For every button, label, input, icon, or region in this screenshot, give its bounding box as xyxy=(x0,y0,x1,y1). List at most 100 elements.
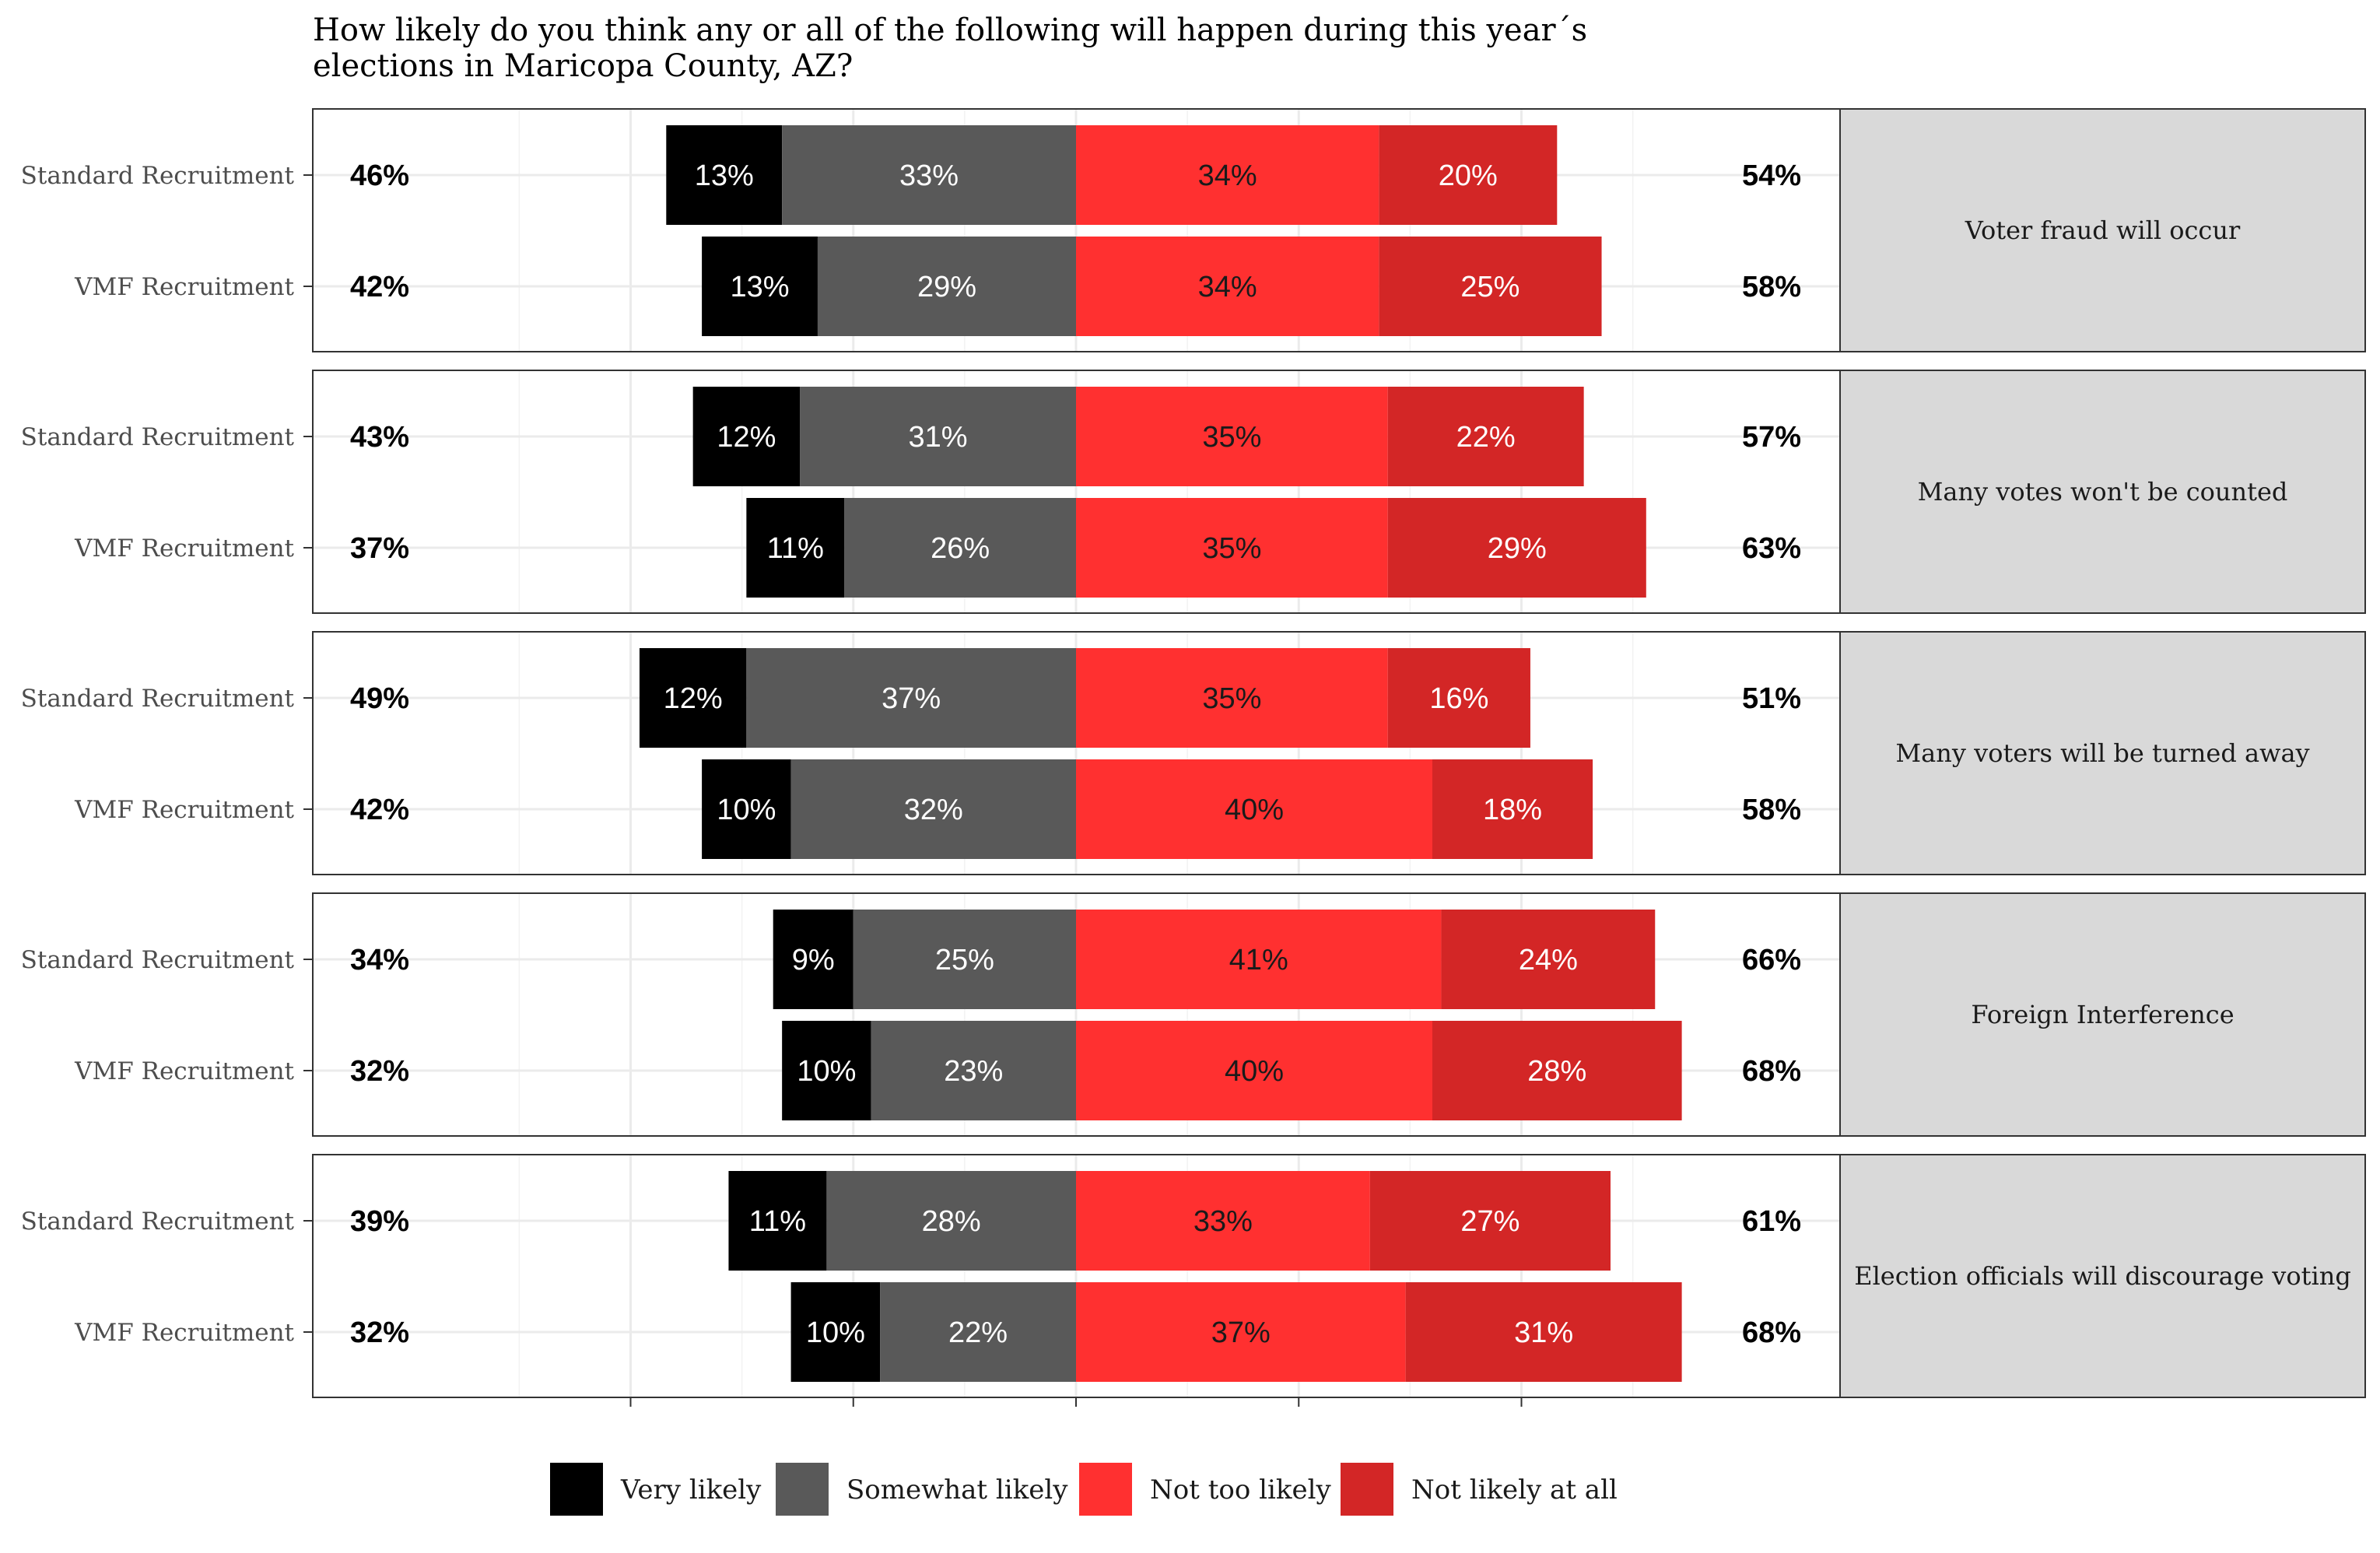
segment-value-label: 29% xyxy=(1488,532,1547,565)
bar-segment xyxy=(1441,910,1656,1009)
legend-item: Somewhat likely xyxy=(776,1463,1068,1516)
row-label: Standard Recruitment xyxy=(21,423,295,451)
facet-strip xyxy=(1839,1154,2366,1398)
segment-value-label: 37% xyxy=(882,682,941,715)
right-total-label: 68% xyxy=(1742,1316,1801,1349)
chart-legend: Very likely Somewhat likely Not too likely… xyxy=(550,1463,1618,1516)
legend-label: Somewhat likely xyxy=(846,1474,1068,1506)
bar-segment xyxy=(1379,125,1558,225)
bar-segment xyxy=(1405,1282,1682,1382)
chart-title-line: How likely do you think any or all of th… xyxy=(313,12,1587,48)
bar-segment xyxy=(692,387,801,486)
segment-value-label: 12% xyxy=(717,421,776,454)
segment-value-label: 10% xyxy=(717,794,776,826)
bar-segment xyxy=(800,387,1076,486)
segment-value-label: 26% xyxy=(931,532,990,565)
segment-value-label: 31% xyxy=(908,421,967,454)
left-total-label: 39% xyxy=(350,1205,409,1238)
bar-segment xyxy=(1387,648,1530,748)
chart-panels: 13% 33% 34% 20%46% 54%Standard Recruitment13… xyxy=(21,108,2366,1407)
bar-segment xyxy=(782,1021,871,1120)
facet-strip-label: Many votes won't be counted xyxy=(1918,477,2288,507)
segment-value-label: 25% xyxy=(935,944,994,976)
segment-value-label: 35% xyxy=(1202,532,1261,565)
segment-value-label: 35% xyxy=(1202,421,1261,454)
segment-value-label: 20% xyxy=(1439,160,1498,192)
left-total-label: 32% xyxy=(350,1316,409,1349)
right-total-label: 58% xyxy=(1742,271,1801,303)
bar-segment xyxy=(1076,237,1379,336)
segment-value-label: 37% xyxy=(1211,1316,1271,1349)
segment-value-label: 13% xyxy=(730,271,789,303)
segment-value-label: 25% xyxy=(1460,271,1519,303)
left-total-label: 49% xyxy=(350,682,409,715)
bar-segment xyxy=(1076,759,1432,859)
left-total-label: 46% xyxy=(350,160,409,192)
right-total-label: 57% xyxy=(1742,421,1801,454)
chart-title: How likely do you think any or all of th… xyxy=(313,12,1587,84)
left-total-label: 32% xyxy=(350,1055,409,1088)
facet-strip xyxy=(1839,370,2366,614)
segment-value-label: 22% xyxy=(1456,421,1516,454)
left-total-label: 37% xyxy=(350,532,409,565)
right-total-label: 61% xyxy=(1742,1205,1801,1238)
bar-segment xyxy=(746,648,1076,748)
segment-value-label: 28% xyxy=(1527,1055,1586,1088)
segment-value-label: 12% xyxy=(664,682,723,715)
segment-value-label: 28% xyxy=(922,1205,981,1238)
bar-segment xyxy=(1076,648,1388,748)
facet-strip xyxy=(1839,108,2366,352)
row-label: Standard Recruitment xyxy=(21,162,295,190)
chart-title-line: elections in Maricopa County, AZ? xyxy=(313,48,853,84)
bar-segment xyxy=(1076,910,1442,1009)
segment-value-label: 27% xyxy=(1460,1205,1519,1238)
facet-strip-label: Many voters will be turned away xyxy=(1895,738,2309,768)
legend-label: Not likely at all xyxy=(1411,1474,1618,1506)
segment-value-label: 31% xyxy=(1514,1316,1573,1349)
bar-segment xyxy=(746,498,845,598)
bar-segment xyxy=(702,759,791,859)
right-total-label: 63% xyxy=(1742,532,1801,565)
legend-item: Not too likely xyxy=(1079,1463,1331,1516)
bar-segment xyxy=(1076,125,1379,225)
segment-value-label: 29% xyxy=(917,271,976,303)
bar-row: 11% 26% 35% 29% 37% 63% VMF Recruitment xyxy=(74,498,1801,598)
legend-swatch xyxy=(776,1463,829,1516)
bar-segment xyxy=(773,910,854,1009)
segment-value-label: 10% xyxy=(806,1316,865,1349)
segment-value-label: 32% xyxy=(904,794,963,826)
segment-value-label: 35% xyxy=(1202,682,1261,715)
row-label: VMF Recruitment xyxy=(74,1319,294,1347)
bar-segment xyxy=(817,237,1076,336)
segment-value-label: 11% xyxy=(749,1205,806,1238)
bar-segment xyxy=(790,759,1076,859)
row-label: Standard Recruitment xyxy=(21,946,295,974)
facet-panel: 9% 25% 41% 24% 34% 66% Standard Recruitment 10%… xyxy=(21,892,2366,1137)
right-total-label: 68% xyxy=(1742,1055,1801,1088)
legend-swatch xyxy=(1341,1463,1393,1516)
legend-item: Very likely xyxy=(550,1463,762,1516)
bar-segment xyxy=(1076,387,1388,486)
bar-segment xyxy=(702,237,818,336)
facet-panel: 11% 28% 33% 27% 39% 61% Standard Recruitment 10… xyxy=(21,1154,2366,1398)
facet-strip-label: Election officials will discourage votin… xyxy=(1854,1261,2351,1291)
facet-strip xyxy=(1839,892,2366,1137)
legend-item: Not likely at all xyxy=(1341,1463,1618,1516)
row-label: VMF Recruitment xyxy=(74,1057,294,1085)
bar-row: 13% 33% 34% 20% 46% 54% Standard Recruitment xyxy=(21,125,1801,225)
bar-segment xyxy=(1369,1171,1611,1271)
bar-row: 13% 29% 34% 25% 42% 58% VMF Recruitment xyxy=(74,237,1801,336)
bar-segment xyxy=(1432,759,1593,859)
bar-row: 11% 28% 33% 27% 39% 61% Standard Recruitment xyxy=(21,1171,1801,1271)
row-label: Standard Recruitment xyxy=(21,1208,295,1236)
bar-row: 12% 37% 35% 16% 49% 51% Standard Recruitment xyxy=(21,648,1801,748)
bar-segment xyxy=(880,1282,1076,1382)
segment-value-label: 33% xyxy=(899,160,959,192)
left-total-label: 42% xyxy=(350,794,409,826)
row-label: Standard Recruitment xyxy=(21,685,295,713)
segment-value-label: 22% xyxy=(948,1316,1008,1349)
bar-segment xyxy=(1379,237,1602,336)
left-total-label: 43% xyxy=(350,421,409,454)
bar-row: 10% 23% 40% 28% 32% 68% VMF Recruitment xyxy=(74,1021,1801,1120)
legend-label: Very likely xyxy=(620,1474,762,1506)
